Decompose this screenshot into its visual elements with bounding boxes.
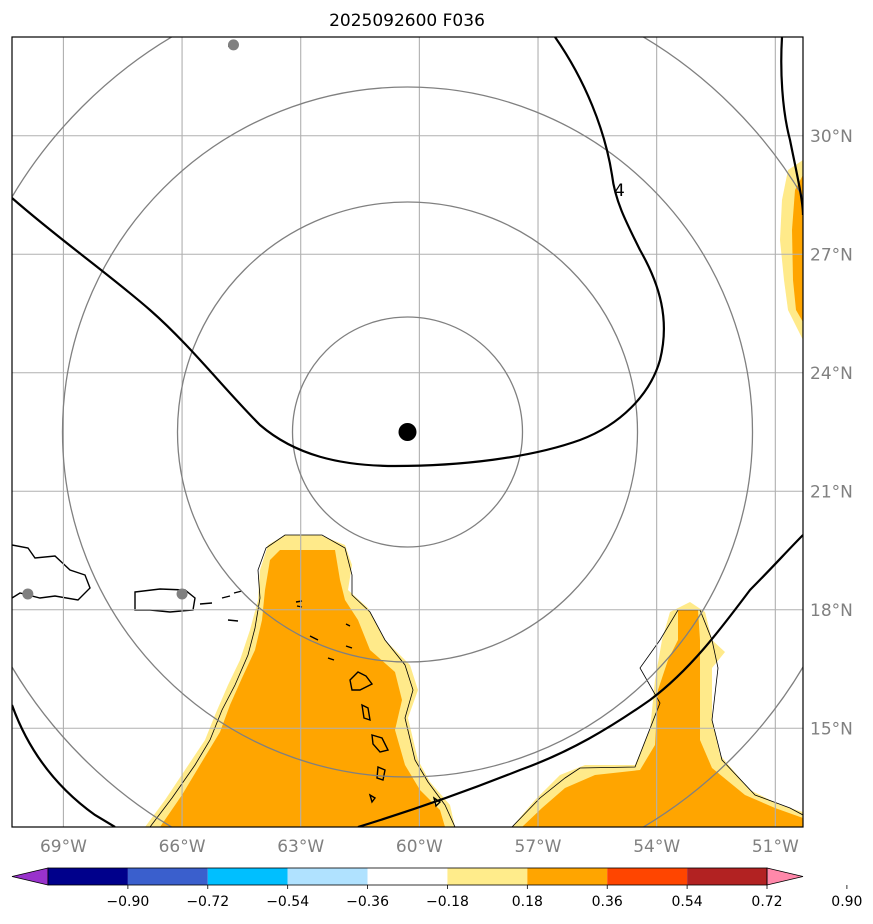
lat-tick-label-4: 18°N: [810, 601, 853, 621]
thick-contours: [12, 37, 803, 827]
range-ring-2: [176, 201, 639, 663]
range-ring-1: [291, 316, 524, 548]
colorbar-label-4: −0.18: [426, 894, 469, 910]
colorbar-segment-8: [687, 868, 767, 885]
coastline-hispaniola: [12, 544, 91, 601]
lat-tick-label-3: 21°N: [810, 482, 853, 502]
coastline-martinique: [371, 734, 390, 753]
station-marker-1: [22, 588, 34, 600]
colorbar-segment-4: [367, 868, 448, 885]
colorbar-label-0: −0.90: [106, 894, 149, 910]
colorbar-label-2: −0.54: [266, 894, 309, 910]
contour-label: 4: [614, 181, 625, 201]
lat-tick-label-5: 15°N: [810, 719, 853, 739]
lat-tick-label-2: 24°N: [810, 364, 853, 384]
lon-tick-label-3: 60°W: [396, 837, 443, 857]
contour-line-southeast: [357, 534, 803, 827]
colorbar-segment-3: [287, 868, 368, 885]
coastline-st-lucia: [376, 765, 386, 781]
map-frame: [11, 36, 804, 828]
coastline-dominica: [361, 703, 371, 722]
colorbar-segment-2: [207, 868, 288, 885]
lon-tick-label-1: 66°W: [159, 837, 206, 857]
colorbar-label-8: 0.72: [751, 894, 782, 910]
latitude-tick-labels: 30°N 27°N 24°N 21°N 18°N 15°N: [810, 127, 853, 740]
storm-center-marker: [398, 423, 417, 441]
lon-tick-label-0: 69°W: [40, 837, 87, 857]
colorbar-extend-min: [11, 867, 49, 886]
shaded-region-northeast-inner: [792, 175, 803, 322]
colorbar-extend-max: [766, 867, 804, 886]
colorbar-tick-labels: −0.90 −0.72 −0.54 −0.36 −0.18 0.18 0.36 0.54 0.7…: [106, 885, 862, 910]
colorbar-label-5: 0.18: [512, 894, 543, 910]
colorbar-segment-1: [127, 868, 208, 885]
coastline-st-vincent: [368, 793, 377, 804]
colorbar-segment-6: [527, 868, 608, 885]
station-marker-2: [176, 588, 188, 600]
contour-line-northeast: [780, 37, 803, 216]
lon-tick-label-5: 54°W: [633, 837, 680, 857]
shaded-region-east-inner: [522, 610, 803, 827]
map-title: 2025092600 F036: [329, 11, 485, 31]
map-area: 4: [12, 37, 803, 827]
colorbar-segment-7: [607, 868, 688, 885]
colorbar-label-7: 0.54: [672, 894, 703, 910]
shaded-fields: [145, 160, 803, 827]
range-rings: [12, 37, 803, 827]
coastline-lesser-antilles-north: [295, 600, 353, 661]
lat-tick-label-1: 27°N: [810, 245, 853, 265]
contour-line-west: [12, 37, 666, 468]
colorbar-frame: [47, 867, 768, 886]
colorbar: [11, 867, 804, 886]
longitude-tick-labels: 69°W 66°W 63°W 60°W 57°W 54°W 51°W: [40, 837, 799, 857]
lat-tick-label-0: 30°N: [810, 127, 853, 147]
station-marker-0: [227, 39, 239, 51]
colorbar-segment-5: [447, 868, 528, 885]
coastline-virgin-islands: [199, 590, 243, 622]
shaded-region-caribbean-inner: [160, 550, 445, 827]
coastline-guadeloupe: [349, 671, 374, 691]
colorbar-label-9: 0.90: [831, 894, 862, 910]
station-markers: [22, 39, 239, 600]
thin-contour-caribbean: [149, 534, 456, 827]
colorbar-label-1: −0.72: [186, 894, 229, 910]
lon-tick-label-6: 51°W: [752, 837, 799, 857]
lon-tick-label-2: 63°W: [277, 837, 324, 857]
colorbar-label-6: 0.36: [592, 894, 623, 910]
colorbar-label-3: −0.36: [346, 894, 389, 910]
lon-tick-label-4: 57°W: [515, 837, 562, 857]
contour-line-southwest: [12, 704, 116, 827]
colorbar-segment-0: [48, 868, 128, 885]
range-ring-3: [61, 86, 754, 778]
